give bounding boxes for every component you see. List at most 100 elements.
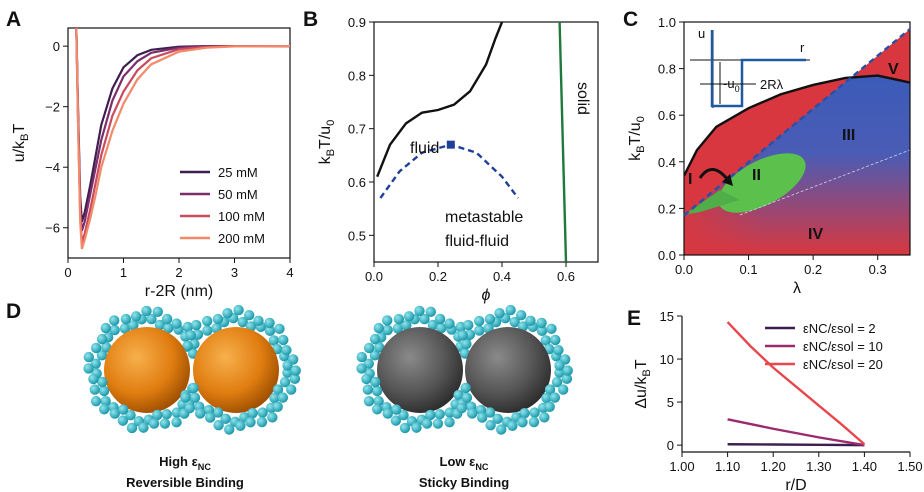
ligand-bead — [285, 384, 297, 395]
annotation: II — [752, 167, 761, 184]
x-tick-label: 2 — [175, 265, 182, 280]
ligand-bead — [279, 377, 291, 388]
x-tick-label: 0.1 — [740, 262, 758, 277]
y-tick-label: −4 — [45, 160, 60, 175]
ligand-bead — [152, 409, 163, 421]
ligand-bead — [269, 392, 280, 404]
annotation: fluid — [410, 140, 439, 157]
ligand-bead — [245, 417, 256, 428]
ligand-bead — [159, 418, 171, 429]
series-line — [376, 22, 504, 178]
ligand-bead — [88, 373, 99, 385]
y-tick-label: 0.8 — [348, 68, 366, 83]
y-tick-label: 0.8 — [658, 62, 676, 77]
ligand-bead — [281, 344, 292, 356]
y-axis-label-part: B — [635, 145, 647, 152]
ligand-bead — [401, 320, 412, 331]
y-axis-label-part: k — [317, 155, 334, 164]
ligand-bead — [201, 315, 213, 327]
ligand-bead — [290, 365, 301, 376]
ligand-bead — [282, 360, 293, 371]
y-axis-label-part: Δu/k — [633, 376, 650, 409]
y-axis-label-part: T/u — [317, 126, 334, 149]
ligand-bead — [202, 325, 213, 336]
ligand-bead — [539, 412, 550, 423]
y-tick-label: −2 — [45, 100, 60, 115]
caption-line1-part: High ε — [159, 454, 198, 469]
annotation: solid — [574, 82, 591, 115]
ligand-bead — [253, 315, 264, 326]
ligand-bead — [224, 424, 235, 435]
ligand-bead — [460, 382, 471, 394]
ligand-bead — [391, 404, 402, 415]
ligand-bead — [185, 330, 196, 341]
ligand-bead — [130, 311, 142, 322]
ligand-bead — [264, 325, 276, 337]
ligand-bead — [419, 313, 430, 325]
ligand-bead — [457, 330, 468, 341]
ligand-bead — [161, 313, 173, 325]
ligand-bead — [492, 413, 503, 424]
ligand-bead — [126, 422, 138, 434]
ligand-bead — [188, 382, 199, 394]
x-tick-label: 0.6 — [557, 269, 575, 284]
y-axis-label-part: k — [627, 152, 644, 161]
ligand-bead — [382, 315, 393, 326]
ligand-bead — [100, 322, 112, 334]
chart-panel: 0.0 0.2 0.4 0.6 0.5 0.6 0.7 0.8 0.9 ϕ kBT/u0 fluid m… — [317, 15, 599, 304]
x-axis-label: ϕ — [482, 287, 491, 304]
ligand-bead — [98, 385, 110, 397]
ligand-bead — [528, 416, 540, 428]
ligand-bead — [154, 319, 166, 331]
ligand-bead — [421, 418, 433, 429]
ligand-bead — [128, 320, 139, 331]
ligand-bead — [247, 407, 258, 419]
ligand-bead — [461, 392, 473, 403]
chart-panel: 0 1 2 3 4 −6 −4 −2 0 r-2R (nm) u/kBT 25 mM 50 mM 100 … — [11, 27, 294, 300]
ligand-bead — [362, 384, 373, 395]
ligand-bead — [515, 309, 527, 321]
y-axis-label-part: T/u — [627, 122, 644, 145]
ligand-bead — [549, 392, 561, 403]
y-axis-label-part: B — [641, 369, 653, 376]
y-tick-label: −6 — [45, 221, 60, 236]
ligand-bead — [494, 308, 505, 319]
y-tick-label: 1.0 — [658, 15, 676, 30]
inset-depth-label: -u0 — [723, 76, 740, 94]
ligand-bead — [544, 401, 555, 413]
x-tick-label: 1.50 — [897, 459, 922, 474]
series-line — [727, 418, 865, 447]
ligand-bead — [444, 416, 455, 428]
ligand-bead — [540, 335, 552, 346]
x-tick-label: 0.0 — [365, 269, 383, 284]
y-tick-label: 0 — [53, 39, 60, 54]
ligand-bead — [562, 365, 573, 376]
ligand-bead — [98, 404, 110, 415]
legend-label: 25 mM — [218, 165, 258, 180]
caption-line1: High εNC — [159, 454, 211, 472]
y-axis-label-part: 0 — [635, 116, 647, 122]
series-group — [376, 22, 568, 262]
y-axis-label-part: T — [633, 359, 650, 369]
ligand-bead — [171, 318, 182, 329]
ligand-bead — [373, 322, 385, 334]
ligand-bead — [274, 323, 285, 334]
ligand-bead — [289, 373, 301, 384]
series-group — [684, 28, 910, 217]
series-line — [75, 28, 290, 223]
y-axis-label: u/kBT — [11, 123, 31, 162]
ligand-bead — [267, 412, 278, 423]
y-tick-label: 0.6 — [658, 108, 676, 123]
x-tick-label: 0.3 — [869, 262, 887, 277]
ligand-bead — [436, 322, 447, 334]
panel-label: A — [6, 8, 21, 31]
phase-regions — [684, 28, 910, 255]
ligand-bead — [356, 363, 367, 374]
caption-line1: Low εNC — [440, 454, 489, 472]
ligand-bead — [456, 402, 467, 414]
ligand-bead — [536, 325, 548, 337]
ligand-bead — [525, 315, 536, 326]
